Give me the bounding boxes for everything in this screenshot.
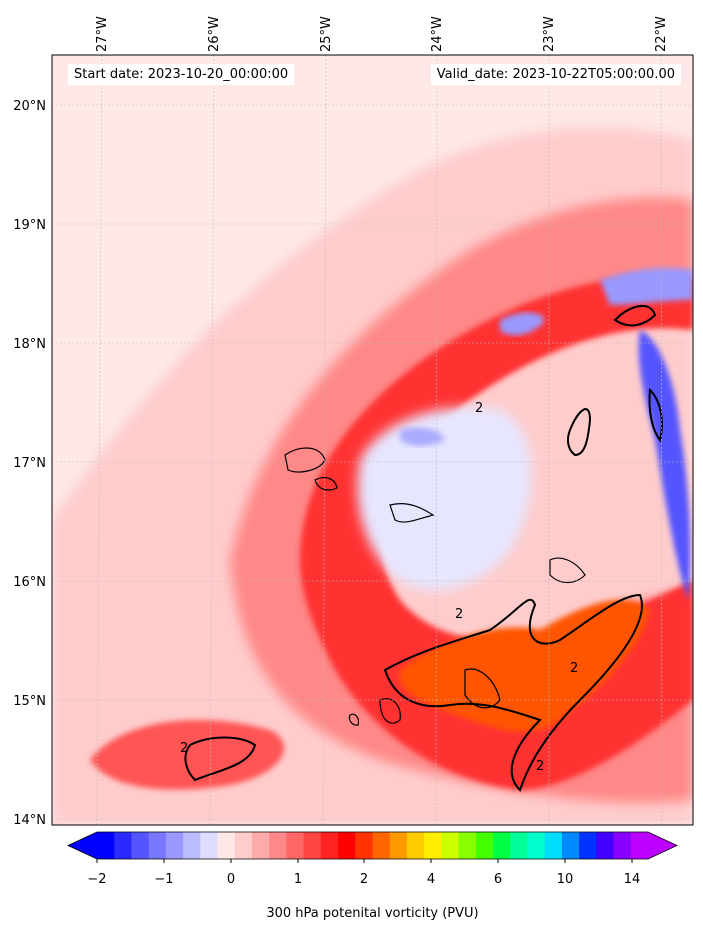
lat-label-20n: 20°N: [13, 99, 46, 114]
colorbar-tick-label: 2: [360, 872, 368, 887]
start-date-label: Start date: 2023-10-20_00:00:00: [68, 64, 295, 85]
colorbar-swatch: [269, 832, 287, 859]
colorbar: [67, 831, 678, 860]
colorbar-ticks: −2 −1 0 1 2 4 6 10 14: [87, 859, 640, 887]
pv-contour-2: [184, 305, 663, 792]
contour-label-1: 2: [455, 607, 463, 622]
colorbar-swatch: [630, 832, 649, 859]
colorbar-swatch: [183, 832, 201, 859]
contour-label-3: 2: [536, 759, 544, 774]
colorbar-swatch: [131, 832, 150, 859]
colorbar-swatch: [200, 832, 219, 859]
colorbar-tick-label: −1: [154, 872, 173, 887]
colorbar-swatch: [165, 832, 184, 859]
map-area: 2 2 2 2 2: [52, 55, 693, 825]
colorbar-swatch: [338, 832, 356, 859]
colorbar-swatch: [286, 832, 305, 859]
contour-label-5: 2: [570, 661, 578, 676]
lat-label-18n: 18°N: [13, 337, 46, 352]
valid-date-label: Valid_date: 2023-10-22T05:00:00.00: [430, 64, 681, 85]
pv-core-very-high: [399, 599, 650, 732]
colorbar-swatch: [424, 832, 442, 859]
lon-label-27w: 27°W: [95, 16, 110, 52]
colorbar-tick-label: 4: [427, 872, 435, 887]
colorbar-swatch: [579, 832, 597, 859]
map-frame: [51, 54, 694, 826]
graticule: [52, 55, 693, 825]
colorbar-swatch: [493, 832, 511, 859]
colorbar-swatch: [389, 832, 408, 859]
colorbar-swatch: [441, 832, 460, 859]
lat-label-14n: 14°N: [13, 813, 46, 828]
colorbar-swatch: [217, 832, 236, 859]
colorbar-swatch: [97, 832, 115, 859]
colorbar-swatch: [114, 832, 132, 859]
pv-center-negative: [357, 407, 532, 590]
lon-labels: 27°W 26°W 25°W 24°W 23°W 22°W: [95, 16, 669, 52]
colorbar-swatch: [320, 832, 339, 859]
lat-label-15n: 15°N: [13, 694, 46, 709]
lat-label-16n: 16°N: [13, 575, 46, 590]
pv-streak-negative-east: [638, 330, 691, 600]
colorbar-extend-min: [68, 832, 97, 859]
colorbar-tick-label: 0: [227, 872, 235, 887]
colorbar-tick-label: 10: [557, 872, 574, 887]
colorbar-swatch: [406, 832, 425, 859]
pv-streak-negative-east-2: [600, 268, 693, 305]
colorbar-tick-label: −2: [87, 872, 106, 887]
colorbar-swatch: [251, 832, 270, 859]
lon-label-23w: 23°W: [542, 16, 557, 52]
pv-patch-negative-center: [400, 427, 445, 446]
colorbar-swatch: [355, 832, 373, 859]
colorbar-swatch: [596, 832, 615, 859]
colorbar-swatch: [234, 832, 253, 859]
colorbar-tick-label: 6: [494, 872, 502, 887]
colorbar-tick-label: 14: [624, 872, 641, 887]
lat-labels: 20°N 19°N 18°N 17°N 16°N 15°N 14°N: [13, 99, 46, 828]
contour-label-4: 2: [475, 401, 483, 416]
coastline-cape-verde: [284, 447, 586, 726]
colorbar-swatch: [475, 832, 494, 859]
lon-label-25w: 25°W: [319, 16, 334, 52]
lat-label-19n: 19°N: [13, 218, 46, 233]
colorbar-swatch: [527, 832, 546, 859]
colorbar-swatch: [303, 832, 322, 859]
lon-label-26w: 26°W: [207, 16, 222, 52]
contour-label-2: 2: [180, 741, 188, 756]
colorbar-swatch: [510, 832, 528, 859]
pv-patch-negative-north: [500, 312, 545, 336]
colorbar-swatch: [613, 832, 632, 859]
colorbar-swatch: [458, 832, 477, 859]
colorbar-title: 300 hPa potenital vorticity (PVU): [266, 906, 479, 921]
colorbar-tick-label: 1: [294, 872, 302, 887]
colorbar-swatch: [372, 832, 391, 859]
lon-label-22w: 22°W: [654, 16, 669, 52]
lon-label-24w: 24°W: [430, 16, 445, 52]
lat-label-17n: 17°N: [13, 456, 46, 471]
colorbar-swatch: [561, 832, 580, 859]
colorbar-swatch: [148, 832, 167, 859]
colorbar-swatch: [544, 832, 563, 859]
colorbar-extend-max: [648, 832, 677, 859]
